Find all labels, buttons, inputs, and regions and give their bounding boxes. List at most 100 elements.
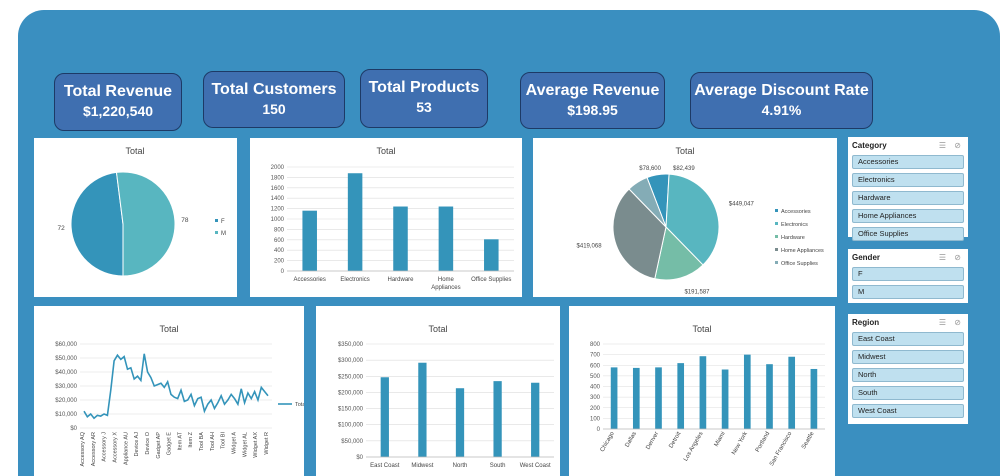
slicer-item-electronics[interactable]: Electronics	[852, 173, 964, 187]
y-tick-label: 300	[590, 395, 601, 401]
y-tick-label: $10,000	[55, 412, 77, 418]
x-tick-label: Tool BI	[221, 432, 227, 449]
legend-label: Home Appliances	[781, 248, 824, 254]
y-tick-label: $50,000	[341, 439, 363, 445]
y-tick-label: $60,000	[55, 342, 77, 348]
y-tick-label: $200,000	[338, 390, 364, 396]
category-revenue-pie-svg: Total $82,439 $449,047 $191,587 $419,068 $78,…	[577, 146, 824, 295]
pie-slice	[612, 188, 667, 280]
slicer-item-accessories[interactable]: Accessories	[852, 155, 964, 169]
y-tick-label: $20,000	[55, 398, 77, 404]
chart-category-revenue-pie[interactable]: Total $82,439 $449,047 $191,587 $419,068 $78,…	[533, 138, 837, 297]
kpi-value: $1,220,540	[82, 103, 154, 119]
x-tick-label: Gadget AP	[156, 432, 162, 459]
chart-city-bar[interactable]: Total 0 100 200 300 400 500 600 700 800 Chicago Dal…	[569, 306, 835, 476]
y-tick-label: 1400	[271, 196, 285, 202]
x-tick-label: West Coast	[520, 463, 551, 469]
bar	[810, 368, 818, 429]
x-tick-label: Accessory J	[102, 432, 108, 462]
y-tick-label: $150,000	[338, 407, 364, 413]
y-tick-label: 1600	[271, 186, 285, 192]
bar	[743, 354, 751, 429]
chart-product-line[interactable]: Total $0 $10,000 $20,000 $30,000 $40,000 $50,0…	[34, 306, 304, 476]
chart-category-bar[interactable]: Total 0 200 400 600 800 1000 1200 1400 1600 1800 20…	[250, 138, 522, 297]
data-label: 72	[58, 225, 66, 232]
legend-swatch	[775, 248, 778, 251]
x-tick-label: Item AT	[177, 431, 183, 450]
slicer-title: Category	[852, 141, 887, 150]
slicer-item-home-appliances[interactable]: Home Appliances	[852, 209, 964, 223]
slicer-item-north[interactable]: North	[852, 368, 964, 382]
slicer-item-west-coast[interactable]: West Coast	[852, 404, 964, 418]
slicer-item-m[interactable]: M	[852, 285, 964, 299]
y-tick-label: 1000	[271, 217, 285, 223]
slicer-item-office-supplies[interactable]: Office Supplies	[852, 227, 964, 241]
bar	[677, 363, 685, 429]
data-label: $449,047	[729, 202, 755, 208]
x-tick-label: New York	[731, 430, 749, 456]
kpi-title: Average Discount Rate	[694, 82, 869, 99]
bar	[302, 210, 317, 271]
clear-filter-icon[interactable]: ⊘	[954, 318, 961, 327]
legend-label: Electronics	[781, 222, 808, 228]
chart-title: Total	[376, 146, 395, 156]
kpi-value: 53	[416, 99, 432, 115]
y-tick-label: 0	[281, 269, 285, 275]
bar	[699, 356, 707, 429]
x-tick-label: San Francisco	[769, 430, 794, 467]
bar	[347, 173, 363, 271]
legend-label: F	[221, 219, 225, 225]
gender-pie-svg: Total 72 78 FM	[58, 146, 226, 277]
slicer-item-south[interactable]: South	[852, 386, 964, 400]
slicer-item-f[interactable]: F	[852, 267, 964, 281]
y-tick-label: $0	[70, 426, 77, 432]
pie-slice	[628, 176, 667, 228]
city-bar-svg: Total 0 100 200 300 400 500 600 700 800 Chicago Dal…	[590, 324, 825, 467]
x-tick-label: Seattle	[801, 430, 816, 450]
bar	[484, 239, 499, 271]
y-tick-label: 0	[597, 427, 601, 433]
chart-region-bar[interactable]: Total $0 $50,000 $100,000 $150,000 $200,000 $2…	[316, 306, 560, 476]
x-tick-label: Widget A	[232, 432, 238, 454]
y-tick-label: 200	[590, 406, 601, 412]
y-tick-label: $100,000	[338, 423, 364, 429]
kpi-value: 150	[262, 101, 286, 117]
x-tick-label: Los Angeles	[683, 431, 705, 462]
x-tick-label: Accessories	[294, 277, 326, 283]
kpi-total-revenue: Total Revenue $1,220,540	[54, 73, 182, 131]
x-tick-label: Device O	[145, 431, 151, 454]
y-tick-label: $0	[356, 455, 363, 461]
clear-filter-icon[interactable]: ⊘	[954, 253, 961, 262]
slicer-title: Gender	[852, 253, 881, 262]
multi-select-icon[interactable]: ☰	[938, 253, 946, 262]
y-tick-label: $30,000	[55, 384, 77, 390]
kpi-title: Total Products	[368, 79, 480, 96]
x-tick-label: North	[453, 463, 468, 469]
clear-filter-icon[interactable]: ⊘	[954, 141, 961, 150]
chart-gender-pie[interactable]: Total 72 78 F M	[34, 138, 237, 297]
data-label: 78	[181, 217, 189, 224]
x-tick-label: Hardware	[387, 277, 414, 283]
dashboard-background: Total Revenue $1,220,540 Total Customers…	[18, 10, 1000, 476]
slicer-title: Region	[852, 318, 880, 327]
slicer-item-midwest[interactable]: Midwest	[852, 350, 964, 364]
bar	[721, 369, 729, 429]
multi-select-icon[interactable]: ☰	[938, 318, 946, 327]
y-tick-label: 600	[274, 238, 285, 244]
legend-swatch	[775, 209, 778, 212]
slicer-item-hardware[interactable]: Hardware	[852, 191, 964, 205]
multi-select-icon[interactable]: ☰	[938, 141, 946, 150]
x-tick-label: Gadget E	[167, 432, 173, 456]
slicer-item-east-coast[interactable]: East Coast	[852, 332, 964, 346]
x-tick-label: Accessory AQ	[80, 431, 86, 466]
x-tick-label: East Coast	[370, 463, 400, 469]
x-tick-label: Tool BA	[199, 432, 205, 451]
pie-slice	[115, 171, 176, 277]
y-tick-label: 200	[274, 259, 285, 265]
region-slicer: Region ☰ ⊘ East Coast Midwest North Sout…	[848, 314, 968, 424]
data-label: $419,068	[577, 243, 603, 249]
pie-slice	[654, 225, 704, 281]
data-label: $78,600	[639, 166, 661, 172]
legend-label: Accessories	[781, 209, 811, 215]
x-tick-label: Dallas	[624, 431, 638, 448]
